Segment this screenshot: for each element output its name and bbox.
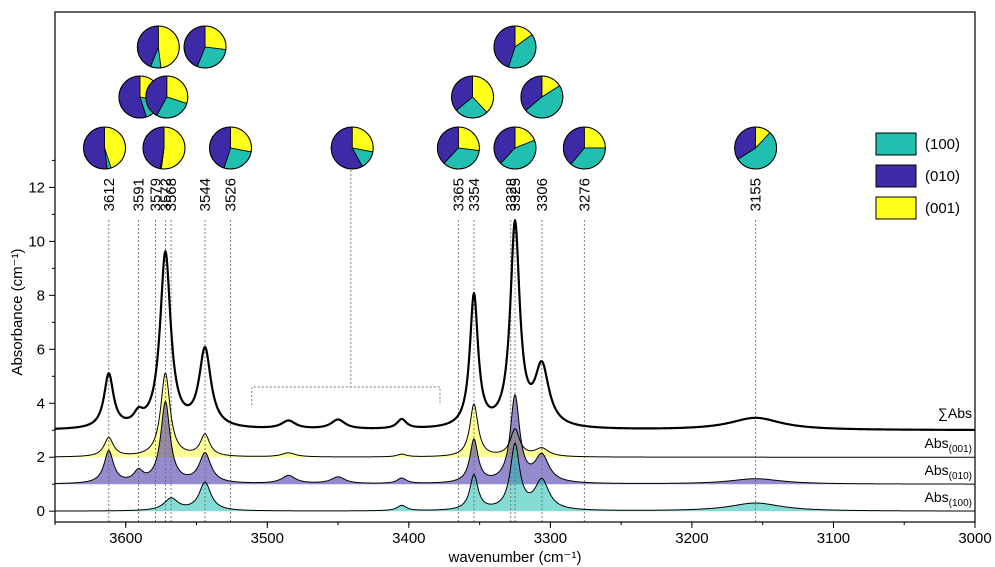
y-tick-label: 6	[37, 341, 45, 358]
legend-swatch-a001	[875, 196, 917, 220]
pie-chart	[451, 75, 495, 119]
series-line-a010	[54, 394, 975, 485]
y-axis-label: Absorbance (cm⁻¹)	[9, 248, 26, 375]
series-line-a001	[54, 372, 975, 458]
y-tick-label: 8	[37, 287, 45, 304]
legend-label: (100)	[925, 136, 960, 153]
pie-slice-a010	[142, 126, 165, 170]
pie-outline	[562, 126, 606, 170]
pie-outline	[451, 75, 495, 119]
x-tick-label: 3100	[817, 530, 850, 547]
pie-outline	[436, 126, 480, 170]
pie-outline	[520, 75, 564, 119]
pie-slice-a010	[83, 126, 108, 170]
pie-chart	[142, 126, 186, 170]
y-tick-label: 12	[28, 179, 45, 196]
series-label: Abs(001)	[925, 435, 972, 455]
x-axis-label: wavenumber (cm⁻¹)	[448, 549, 582, 566]
y-tick-label: 0	[37, 503, 45, 520]
pie-chart	[493, 126, 537, 170]
pie-outline	[136, 25, 180, 69]
series-line-sum	[54, 219, 976, 432]
pie-slice-a001	[457, 126, 480, 152]
series-label: Abs(100)	[925, 489, 972, 509]
legend-swatch-a100	[875, 132, 917, 156]
x-tick-label: 3400	[392, 530, 425, 547]
pie-outline	[145, 75, 189, 119]
peak-label: 3612	[101, 178, 118, 211]
x-tick-label: 3000	[958, 530, 991, 547]
peak-label: 3276	[576, 178, 593, 211]
peak-guide-lines	[108, 170, 757, 522]
pie-chart	[330, 126, 374, 170]
x-tick-label: 3600	[109, 530, 142, 547]
legend-label: (001)	[925, 200, 960, 217]
pie-chart	[145, 75, 189, 119]
pie-outline	[83, 126, 127, 170]
legend-label: (010)	[925, 168, 960, 185]
x-tick-label: 3300	[534, 530, 567, 547]
pie-outline	[142, 126, 186, 170]
pie-outline	[493, 25, 537, 69]
series-label: Abs(010)	[925, 462, 972, 482]
plot-frame	[54, 11, 976, 523]
pie-slice-a001	[204, 25, 227, 51]
bracket-line	[251, 386, 441, 405]
series-fill-a010	[55, 394, 975, 485]
pie-outline	[183, 25, 227, 69]
peak-label: 3365	[450, 178, 467, 211]
polarization-pies	[83, 25, 778, 170]
peak-label: 3325	[507, 178, 524, 211]
peak-label: 3306	[534, 178, 551, 211]
legend-swatch-a010	[875, 164, 917, 188]
pie-chart	[183, 25, 227, 69]
pie-slice-a001	[157, 25, 180, 69]
peak-label: 3568	[163, 178, 180, 211]
pie-slice-a001	[160, 126, 186, 170]
pie-outline	[493, 126, 537, 170]
pie-outline	[734, 126, 778, 170]
pie-outline	[330, 126, 374, 170]
series-label: ∑Abs	[938, 405, 972, 421]
axes: 3600 3500 3400 3300 3200 3100 3000 0 2 4 6 8 10 12	[28, 159, 992, 547]
pie-chart	[83, 126, 127, 170]
peak-label: 3354	[466, 178, 483, 211]
peak-label: 3579	[147, 178, 164, 211]
pie-chart	[520, 75, 564, 119]
peak-label: 3591	[131, 178, 148, 211]
legend: (100) (010) (001)	[875, 132, 960, 220]
x-tick-label: 3200	[675, 530, 708, 547]
pie-chart	[136, 25, 180, 69]
pie-chart	[436, 126, 480, 170]
pie-chart	[734, 126, 778, 170]
pie-outline	[209, 126, 253, 170]
y-tick-label: 2	[37, 449, 45, 466]
peak-label: 3328	[503, 178, 520, 211]
pie-chart	[209, 126, 253, 170]
series-line-a100	[55, 442, 975, 512]
peak-label: 3544	[197, 178, 214, 211]
pie-chart	[562, 126, 606, 170]
y-tick-label: 10	[28, 233, 45, 250]
y-tick-label: 4	[37, 395, 45, 412]
peak-label: 3572	[157, 178, 174, 211]
series-lines	[54, 219, 976, 512]
pie-chart	[493, 25, 537, 69]
series-labels: ∑Abs Abs(001) Abs(010) Abs(100)	[925, 405, 972, 509]
x-tick-label: 3500	[251, 530, 284, 547]
peak-label: 3526	[223, 178, 240, 211]
peak-label: 3155	[748, 178, 765, 211]
